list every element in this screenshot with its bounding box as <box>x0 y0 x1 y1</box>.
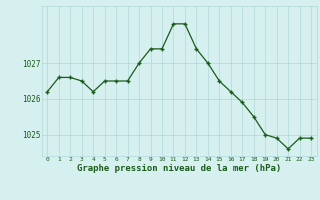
X-axis label: Graphe pression niveau de la mer (hPa): Graphe pression niveau de la mer (hPa) <box>77 164 281 173</box>
